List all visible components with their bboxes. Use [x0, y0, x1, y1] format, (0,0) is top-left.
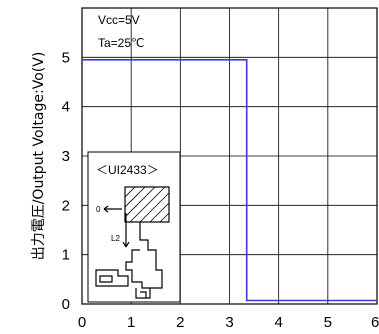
y-axis-label: 出力電圧/Output Voltage:Vo(V): [31, 52, 47, 261]
plunger-body-icon: [125, 222, 163, 289]
base-icon: [95, 269, 129, 287]
series-layer: [82, 58, 377, 302]
zero-arrow-icon: [103, 205, 122, 213]
x-tick-label-4: 4: [274, 314, 282, 331]
x-tick-label-3: 3: [225, 314, 233, 331]
y-tick-label-0: 0: [62, 296, 70, 313]
inset-label-zero: 0: [96, 205, 101, 214]
l2-arrow-icon: [122, 213, 130, 248]
plot-frame: [81, 7, 378, 305]
y-tick-label-3: 3: [62, 148, 70, 165]
terminal-icon: [135, 288, 151, 299]
tick-labels: 0 1 2 3 4 5 6 0 1 2 3 4 5: [62, 49, 379, 331]
actuator-hatch-icon: [124, 186, 170, 223]
annotation-ta: Ta=25℃: [98, 36, 145, 50]
y-tick-label-5: 5: [62, 49, 70, 66]
x-tick-label-2: 2: [176, 314, 184, 331]
x-tick-label-6: 6: [371, 314, 379, 331]
inset-box: [87, 151, 181, 303]
series-line-0: [82, 58, 377, 302]
inset-diagram: ＜UI2433＞ 0 L2: [87, 151, 181, 303]
inset-title: ＜UI2433＞: [96, 163, 159, 177]
x-tick-label-5: 5: [324, 314, 332, 331]
inset-label-l2: L2: [111, 234, 120, 243]
x-tick-label-1: 1: [127, 314, 135, 331]
y-tick-label-2: 2: [62, 197, 70, 214]
x-tick-label-0: 0: [78, 314, 86, 331]
conditions-annotation: Vcc=5V Ta=25℃: [98, 13, 145, 50]
annotation-vcc: Vcc=5V: [98, 13, 140, 27]
y-tick-label-1: 1: [62, 247, 70, 264]
y-tick-label-4: 4: [62, 99, 70, 116]
